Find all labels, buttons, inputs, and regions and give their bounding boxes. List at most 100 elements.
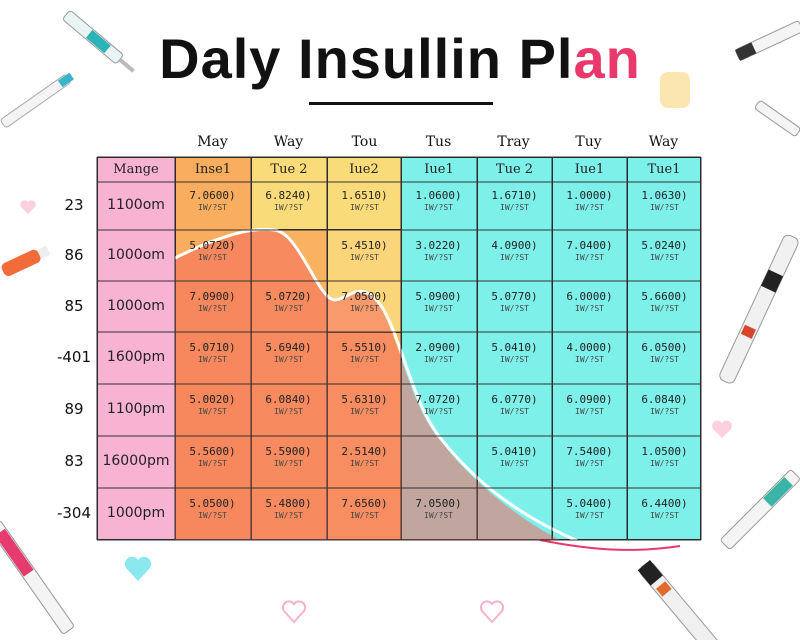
dose-value: 5.0720) IW/?ST: [175, 240, 250, 264]
dose-value: 6.0770) IW/?ST: [477, 394, 552, 418]
time-label: 1100om: [107, 197, 165, 213]
dose-amount: 6.0900): [566, 393, 613, 406]
dose-value: 5.0900) IW/?ST: [401, 291, 476, 315]
time-label: 1000om: [107, 247, 165, 263]
time-label: 16000pm: [102, 453, 170, 469]
dose-value: 1.0600) IW/?ST: [401, 190, 476, 214]
dose-unit: IW/?ST: [500, 203, 529, 212]
dose-amount: 7.5400): [566, 445, 613, 458]
dose-value: 7.0900) IW/?ST: [175, 291, 250, 315]
dose-value: 2.0900) IW/?ST: [401, 342, 476, 366]
dose-value: 5.0720) IW/?ST: [251, 291, 326, 315]
dose-unit: IW/?ST: [424, 253, 453, 262]
dose-unit: IW/?ST: [575, 304, 604, 313]
dose-amount: 6.0840): [265, 393, 312, 406]
dose-unit: IW/?ST: [350, 253, 379, 262]
dose-value: 5.5900) IW/?ST: [251, 446, 326, 470]
row-label: -304: [56, 504, 92, 522]
dose-unit: IW/?ST: [650, 407, 679, 416]
dose-value: 7.0500) IW/?ST: [327, 291, 402, 315]
dose-amount: 7.0400): [566, 239, 613, 252]
dose-unit: IW/?ST: [650, 203, 679, 212]
dose-amount: 5.5510): [341, 341, 388, 354]
dose-value: 6.4400) IW/?ST: [627, 498, 702, 522]
insulin-pen-icon: [1, 245, 51, 277]
dose-amount: 2.0900): [415, 341, 462, 354]
row-label: 85: [64, 297, 84, 315]
dose-amount: 5.0710): [189, 341, 236, 354]
dose-unit: IW/?ST: [575, 253, 604, 262]
dose-amount: 1.6510): [341, 189, 388, 202]
time-label: 1000pm: [106, 505, 166, 521]
dose-value: 5.0500) IW/?ST: [175, 498, 250, 522]
subheader: Iue1: [574, 162, 605, 177]
column-header: Way: [273, 134, 304, 150]
dose-value: 6.8240) IW/?ST: [251, 190, 326, 214]
dose-unit: IW/?ST: [575, 407, 604, 416]
dose-unit: IW/?ST: [650, 511, 679, 520]
dose-value: 5.6940) IW/?ST: [251, 342, 326, 366]
dose-value: 1.0500) IW/?ST: [627, 446, 702, 470]
dose-amount: 5.6600): [641, 290, 688, 303]
dose-amount: 7.0900): [189, 290, 236, 303]
dose-value: 2.5140) IW/?ST: [327, 446, 402, 470]
yellow-cell: [251, 157, 328, 230]
dose-amount: 5.0240): [641, 239, 688, 252]
dose-unit: IW/?ST: [198, 459, 227, 468]
dose-amount: 5.0500): [189, 497, 236, 510]
dose-amount: 2.5140): [341, 445, 388, 458]
dose-unit: IW/?ST: [500, 304, 529, 313]
dose-amount: 1.0000): [566, 189, 613, 202]
dose-value: 3.0220) IW/?ST: [401, 240, 476, 264]
dose-value: 7.0400) IW/?ST: [552, 240, 627, 264]
dose-value: 7.0720) IW/?ST: [401, 394, 476, 418]
dose-unit: IW/?ST: [575, 459, 604, 468]
dose-amount: 5.0400): [566, 497, 613, 510]
heart-icon: [479, 600, 505, 624]
dose-value: 7.0500) IW/?ST: [401, 498, 476, 522]
time-label: 1100pm: [106, 401, 166, 417]
title-underline: [309, 102, 493, 105]
dose-unit: IW/?ST: [575, 203, 604, 212]
dose-amount: 5.6310): [341, 393, 388, 406]
dose-amount: 5.0770): [491, 290, 538, 303]
dose-unit: IW/?ST: [350, 304, 379, 313]
dose-value: 6.0900) IW/?ST: [552, 394, 627, 418]
dose-amount: 6.0500): [641, 341, 688, 354]
dose-unit: IW/?ST: [424, 511, 453, 520]
syringe-icon: [0, 520, 74, 634]
dose-amount: 7.0720): [415, 393, 462, 406]
dose-unit: IW/?ST: [575, 511, 604, 520]
dose-unit: IW/?ST: [198, 511, 227, 520]
dose-unit: IW/?ST: [424, 407, 453, 416]
dose-unit: IW/?ST: [424, 304, 453, 313]
dose-amount: 4.0900): [491, 239, 538, 252]
row-label: 89: [64, 400, 84, 418]
dose-value: 7.0600) IW/?ST: [175, 190, 250, 214]
dose-value: 5.0400) IW/?ST: [552, 498, 627, 522]
dose-value: 1.0000) IW/?ST: [552, 190, 627, 214]
dose-amount: 5.6940): [265, 341, 312, 354]
title-main-text: Daly Insullin Pl: [159, 27, 574, 90]
time-label: 1000om: [107, 298, 165, 314]
heart-icon: [20, 200, 36, 214]
dose-unit: IW/?ST: [650, 459, 679, 468]
dose-amount: 4.0000): [566, 341, 613, 354]
subheader: Inse1: [194, 162, 232, 177]
dose-unit: IW/?ST: [424, 355, 453, 364]
page-title: Daly Insullin Plan: [0, 26, 800, 91]
dose-unit: IW/?ST: [274, 355, 303, 364]
dose-amount: 1.6710): [491, 189, 538, 202]
dose-unit: IW/?ST: [198, 304, 227, 313]
dose-unit: IW/?ST: [500, 459, 529, 468]
dose-amount: 7.6560): [341, 497, 388, 510]
dose-unit: IW/?ST: [500, 355, 529, 364]
dose-value: 5.0020) IW/?ST: [175, 394, 250, 418]
column-header: Tuy: [575, 134, 602, 150]
dose-value: 5.0710) IW/?ST: [175, 342, 250, 366]
dose-unit: IW/?ST: [650, 253, 679, 262]
dose-value: 7.5400) IW/?ST: [552, 446, 627, 470]
dose-value: 1.0630) IW/?ST: [627, 190, 702, 214]
dose-amount: 5.0410): [491, 445, 538, 458]
title-accent-text: an: [573, 27, 641, 90]
